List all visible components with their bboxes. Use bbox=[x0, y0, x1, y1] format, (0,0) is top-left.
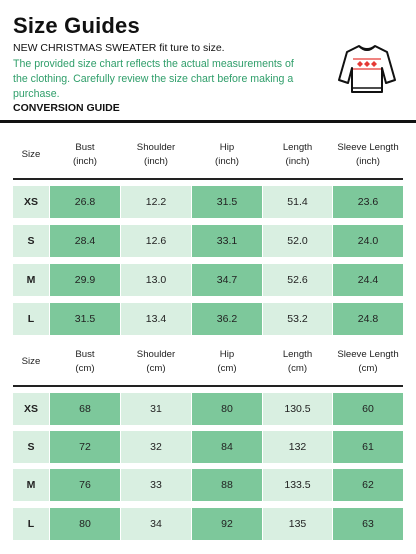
sleeve-length-cell: 23.6 bbox=[333, 186, 403, 218]
shoulder-cell: 34 bbox=[121, 508, 191, 540]
hip-cell: 84 bbox=[192, 431, 262, 463]
size-cell: XS bbox=[13, 393, 49, 425]
size-cell: M bbox=[13, 469, 49, 501]
shoulder-cell: 12.2 bbox=[121, 186, 191, 218]
length-cell: 52.0 bbox=[263, 225, 332, 257]
header-divider bbox=[13, 385, 403, 387]
length-cell: 135 bbox=[263, 508, 332, 540]
sleeve-length-cell: 61 bbox=[333, 431, 403, 463]
length-cell: 132 bbox=[263, 431, 332, 463]
length-cell: 133.5 bbox=[263, 469, 332, 501]
hip-cell: 33.1 bbox=[192, 225, 262, 257]
hip-cell: 34.7 bbox=[192, 264, 262, 296]
bust-cell: 80 bbox=[50, 508, 120, 540]
sleeve-length-cell: 60 bbox=[333, 393, 403, 425]
sleeve-length-cell: 24.0 bbox=[333, 225, 403, 257]
column-header: Size bbox=[21, 149, 41, 160]
column-header: Sleeve Length (inch) bbox=[337, 142, 399, 167]
size-cell: S bbox=[13, 431, 49, 463]
sweater-icon bbox=[338, 45, 396, 93]
bust-cell: 26.8 bbox=[50, 186, 120, 218]
column-header: Hip (cm) bbox=[217, 349, 237, 374]
table-row: XS 68 31 80 130.5 60 bbox=[13, 393, 403, 425]
shoulder-cell: 32 bbox=[121, 431, 191, 463]
column-header: Sleeve Length (cm) bbox=[337, 349, 399, 374]
header-divider bbox=[13, 178, 403, 180]
shoulder-cell: 33 bbox=[121, 469, 191, 501]
size-cell: L bbox=[13, 303, 49, 335]
column-header: Shoulder (inch) bbox=[136, 142, 176, 167]
table-row: L 80 34 92 135 63 bbox=[13, 508, 403, 540]
product-fit-note: NEW CHRISTMAS SWEATER fit ture to size. bbox=[13, 42, 225, 54]
bust-cell: 31.5 bbox=[50, 303, 120, 335]
length-cell: 130.5 bbox=[263, 393, 332, 425]
top-divider bbox=[0, 120, 416, 123]
shoulder-cell: 13.4 bbox=[121, 303, 191, 335]
length-cell: 53.2 bbox=[263, 303, 332, 335]
size-cell: XS bbox=[13, 186, 49, 218]
table-row: L 31.5 13.4 36.2 53.2 24.8 bbox=[13, 303, 403, 335]
page-title: Size Guides bbox=[13, 13, 140, 38]
measurement-note: The provided size chart reflects the act… bbox=[13, 58, 294, 100]
size-cell: S bbox=[13, 225, 49, 257]
table-row: M 76 33 88 133.5 62 bbox=[13, 469, 403, 501]
sleeve-length-cell: 24.8 bbox=[333, 303, 403, 335]
shoulder-cell: 13.0 bbox=[121, 264, 191, 296]
size-cell: L bbox=[13, 508, 49, 540]
sleeve-length-cell: 24.4 bbox=[333, 264, 403, 296]
table-row: S 72 32 84 132 61 bbox=[13, 431, 403, 463]
bust-cell: 76 bbox=[50, 469, 120, 501]
column-header: Hip (inch) bbox=[215, 142, 239, 167]
column-header: Length (cm) bbox=[282, 349, 313, 374]
hip-cell: 92 bbox=[192, 508, 262, 540]
hip-cell: 88 bbox=[192, 469, 262, 501]
column-header: Bust (cm) bbox=[75, 349, 95, 374]
hip-cell: 80 bbox=[192, 393, 262, 425]
size-cell: M bbox=[13, 264, 49, 296]
column-header: Bust (inch) bbox=[73, 142, 97, 167]
length-cell: 52.6 bbox=[263, 264, 332, 296]
hip-cell: 36.2 bbox=[192, 303, 262, 335]
sleeve-length-cell: 62 bbox=[333, 469, 403, 501]
table-row: S 28.4 12.6 33.1 52.0 24.0 bbox=[13, 225, 403, 257]
table-row: M 29.9 13.0 34.7 52.6 24.4 bbox=[13, 264, 403, 296]
bust-cell: 68 bbox=[50, 393, 120, 425]
length-cell: 51.4 bbox=[263, 186, 332, 218]
bust-cell: 29.9 bbox=[50, 264, 120, 296]
column-header: Length (inch) bbox=[282, 142, 313, 167]
shoulder-cell: 12.6 bbox=[121, 225, 191, 257]
hip-cell: 31.5 bbox=[192, 186, 262, 218]
column-header: Size bbox=[21, 356, 41, 367]
conversion-guide-label: CONVERSION GUIDE bbox=[13, 102, 120, 114]
table-row: XS 26.8 12.2 31.5 51.4 23.6 bbox=[13, 186, 403, 218]
bust-cell: 72 bbox=[50, 431, 120, 463]
sleeve-length-cell: 63 bbox=[333, 508, 403, 540]
inch-table-header: Size Bust (inch) Shoulder (inch) Hip (in… bbox=[0, 135, 416, 175]
column-header: Shoulder (cm) bbox=[136, 349, 176, 374]
bust-cell: 28.4 bbox=[50, 225, 120, 257]
shoulder-cell: 31 bbox=[121, 393, 191, 425]
cm-table-header: Size Bust (cm) Shoulder (cm) Hip (cm) Le… bbox=[0, 342, 416, 382]
